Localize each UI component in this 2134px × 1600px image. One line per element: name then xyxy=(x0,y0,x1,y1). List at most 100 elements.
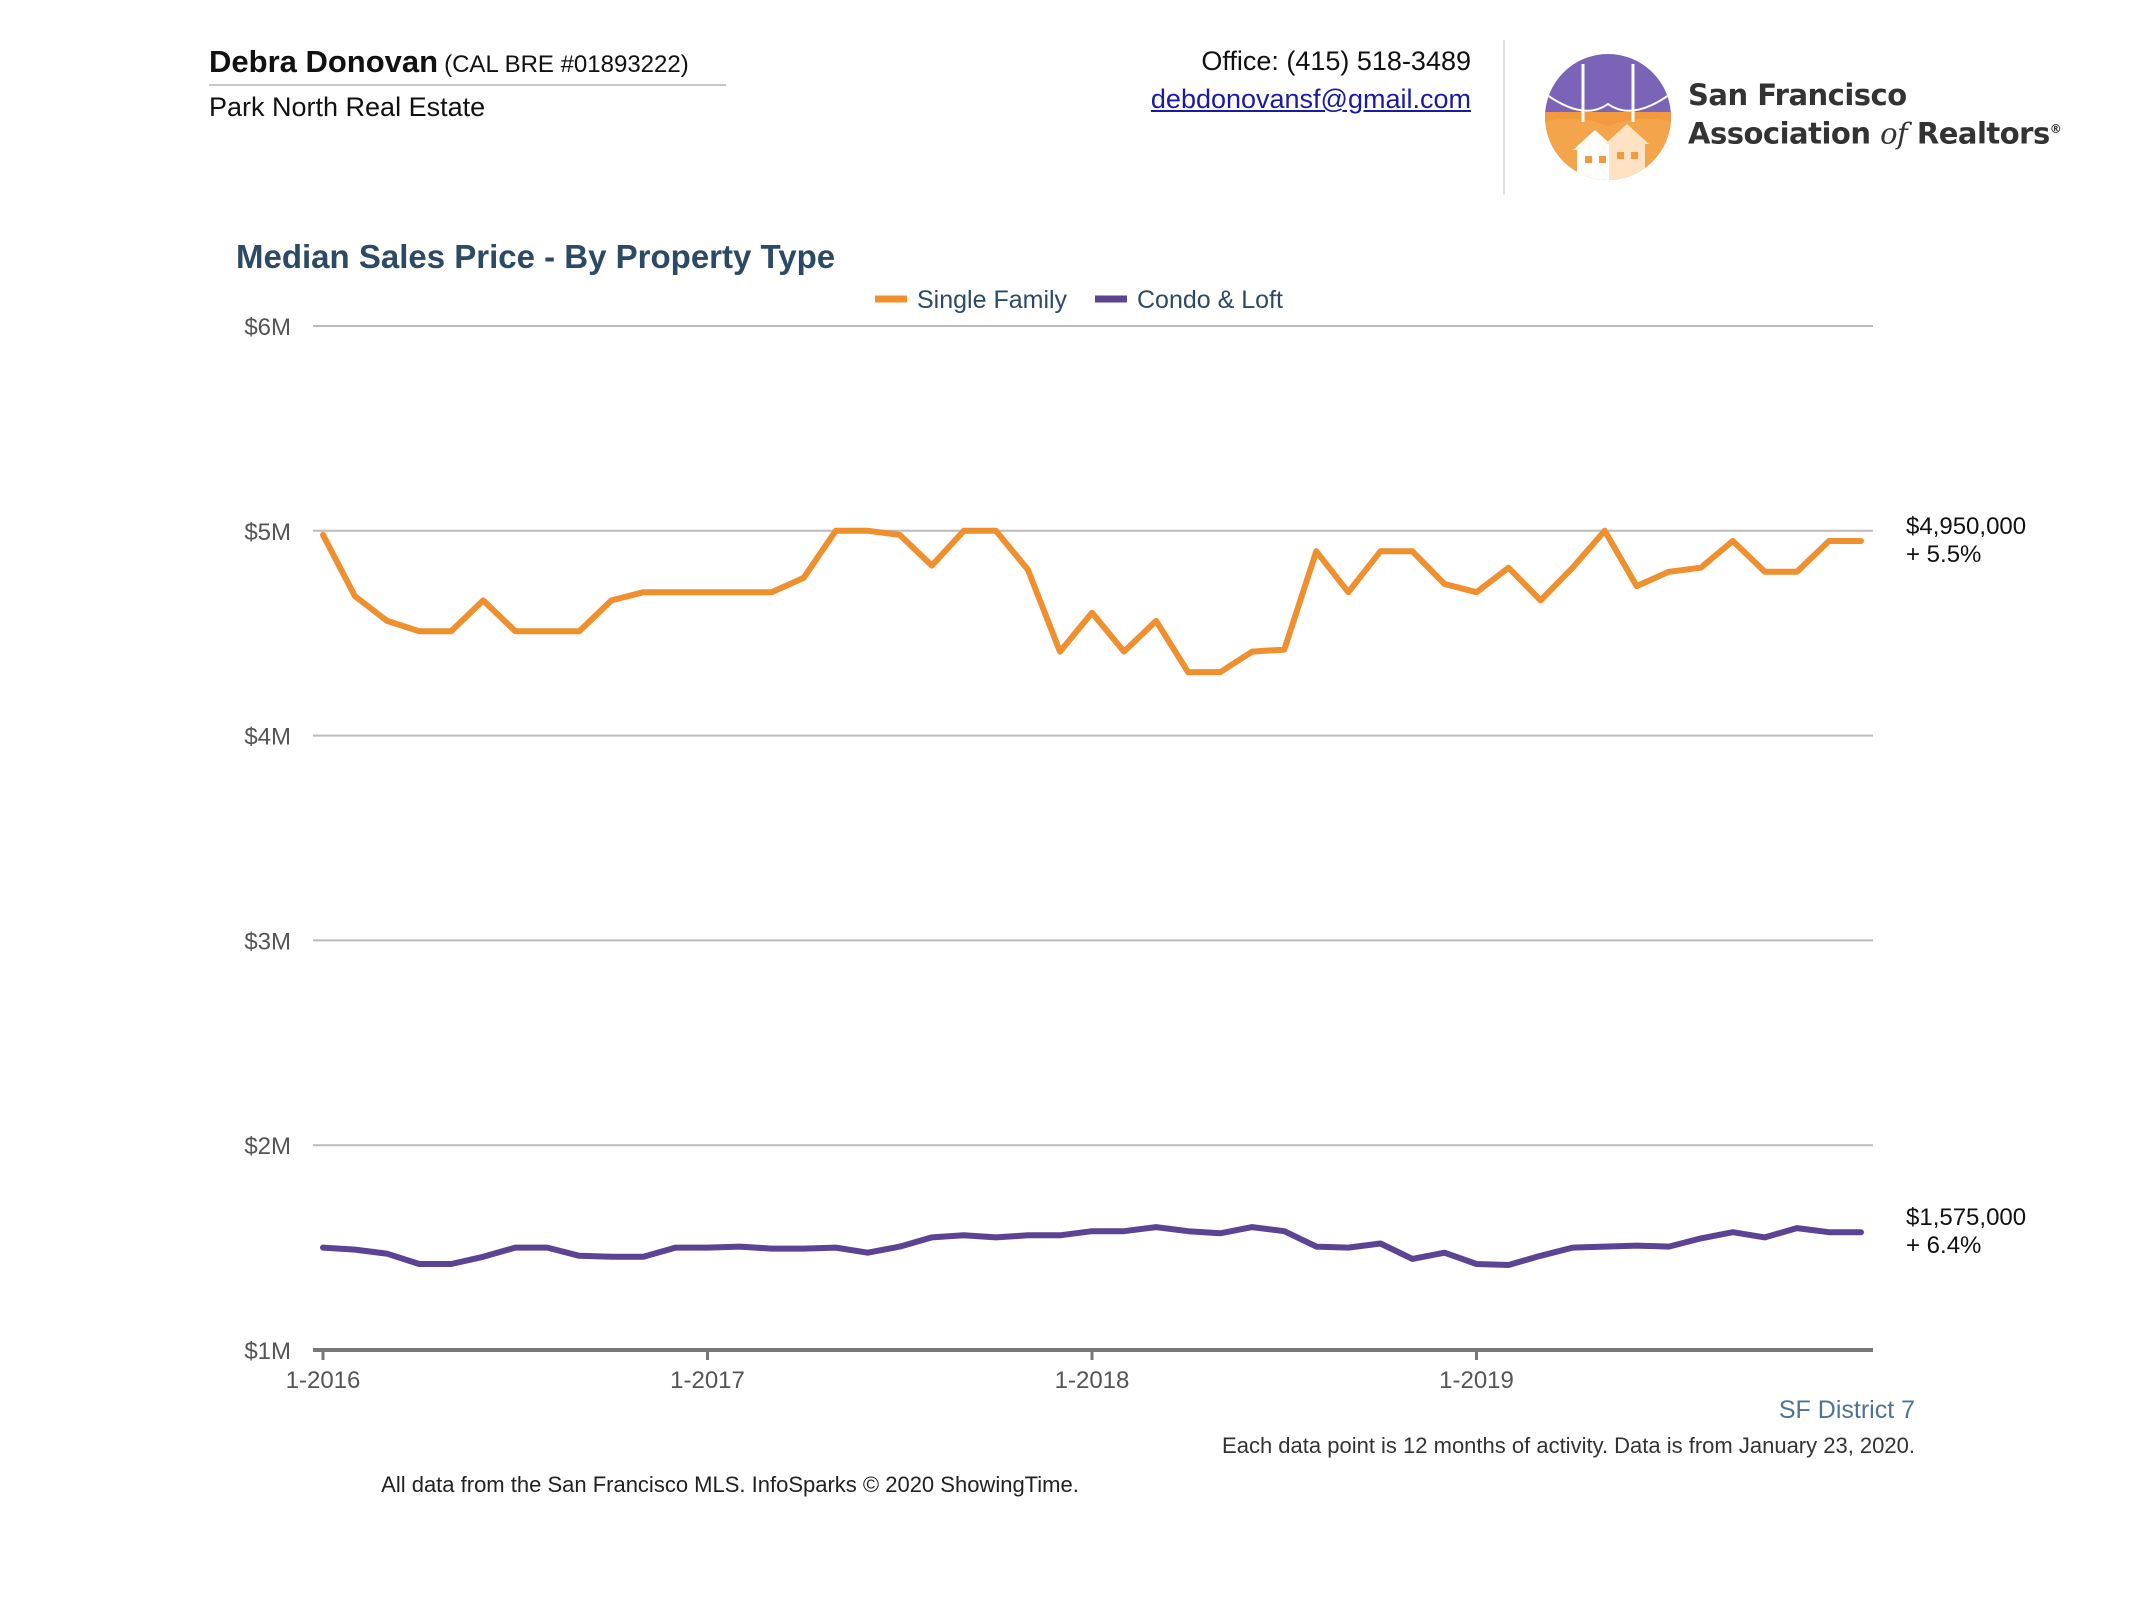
data-point xyxy=(1313,1244,1319,1250)
data-point xyxy=(929,1234,935,1240)
data-point xyxy=(480,1254,486,1260)
logo-line-2: Association of Realtors® xyxy=(1688,116,2062,151)
data-point xyxy=(384,618,390,624)
data-point xyxy=(801,575,807,581)
data-point xyxy=(1153,1224,1159,1230)
data-point xyxy=(640,1254,646,1260)
association-logo-text: San Francisco Association of Realtors® xyxy=(1688,78,2062,151)
y-tick-label: $5M xyxy=(244,519,291,546)
data-note: Each data point is 12 months of activity… xyxy=(1222,1433,1915,1458)
data-point xyxy=(1025,1232,1031,1238)
x-tick-label: 1-2019 xyxy=(1439,1367,1514,1394)
data-point xyxy=(1281,647,1287,653)
data-point xyxy=(1281,1228,1287,1234)
series-change-label: + 5.5% xyxy=(1906,541,1981,568)
data-point xyxy=(544,1245,550,1251)
data-point xyxy=(1185,1228,1191,1234)
series-change-label: + 6.4% xyxy=(1906,1232,1981,1259)
legend-label: Single Family xyxy=(917,286,1068,314)
y-tick-label: $4M xyxy=(244,724,291,751)
data-point xyxy=(384,1251,390,1257)
data-point xyxy=(705,589,710,595)
y-tick-label: $3M xyxy=(244,928,291,955)
series-line-single-family xyxy=(320,527,1864,676)
data-point xyxy=(1602,528,1608,534)
header-underline xyxy=(209,84,726,86)
data-point xyxy=(320,532,326,538)
data-point xyxy=(544,628,550,634)
data-point xyxy=(1377,1241,1383,1247)
data-point xyxy=(1506,565,1512,571)
chart-title: Median Sales Price - By Property Type xyxy=(236,238,836,275)
data-point xyxy=(1153,618,1159,624)
data-point xyxy=(961,1232,967,1238)
data-point xyxy=(1409,548,1415,554)
data-point xyxy=(1441,581,1447,587)
data-point xyxy=(352,593,358,599)
logo-line-1: San Francisco xyxy=(1688,78,1907,112)
data-point xyxy=(1666,569,1672,575)
data-point xyxy=(1121,1228,1127,1234)
data-point xyxy=(961,528,967,534)
data-point xyxy=(769,1246,775,1252)
data-point xyxy=(1762,1234,1768,1240)
data-point xyxy=(1057,649,1063,655)
data-point xyxy=(1474,589,1479,595)
data-point xyxy=(833,528,839,534)
x-tick-label: 1-2017 xyxy=(670,1367,745,1394)
data-point xyxy=(448,628,454,634)
data-point xyxy=(1441,1250,1447,1256)
data-point xyxy=(608,1254,614,1260)
data-point xyxy=(672,589,678,595)
data-point xyxy=(1570,565,1576,571)
data-point xyxy=(1538,1253,1544,1259)
data-point xyxy=(1794,569,1800,575)
data-point xyxy=(1089,1228,1095,1234)
data-point xyxy=(1538,597,1544,603)
y-tick-label: $1M xyxy=(244,1338,291,1365)
data-point xyxy=(1602,1244,1608,1250)
data-point xyxy=(352,1247,358,1253)
data-point xyxy=(640,589,646,595)
data-point xyxy=(865,1250,871,1256)
data-point xyxy=(1666,1244,1672,1250)
data-point xyxy=(897,1244,903,1250)
office-phone: Office: (415) 518-3489 xyxy=(1201,46,1471,76)
data-point xyxy=(1057,1232,1063,1238)
data-point xyxy=(1025,567,1031,573)
data-point xyxy=(833,1245,839,1251)
data-point xyxy=(1506,1262,1512,1268)
footer-source-note: All data from the San Francisco MLS. Inf… xyxy=(381,1472,1079,1497)
data-point xyxy=(1794,1225,1800,1231)
data-point xyxy=(1698,1235,1704,1241)
data-point xyxy=(865,528,871,534)
region-label: SF District 7 xyxy=(1778,1396,1915,1424)
data-point xyxy=(448,1261,454,1267)
data-point xyxy=(1249,649,1255,655)
data-point xyxy=(416,628,422,634)
y-tick-label: $2M xyxy=(244,1133,291,1160)
data-point xyxy=(512,628,518,634)
data-point xyxy=(1345,589,1351,595)
legend-label: Condo & Loft xyxy=(1137,286,1283,314)
x-tick-label: 1-2016 xyxy=(286,1367,361,1394)
data-point xyxy=(737,589,743,595)
data-point xyxy=(705,1245,710,1251)
data-point xyxy=(1474,1261,1479,1267)
data-point xyxy=(1698,565,1704,571)
data-point xyxy=(1249,1224,1255,1230)
data-point xyxy=(929,563,935,569)
data-point xyxy=(1826,538,1832,544)
data-point xyxy=(1570,1245,1576,1251)
series-end-value-label: $4,950,000 xyxy=(1906,513,2026,540)
data-point xyxy=(672,1245,678,1251)
data-point xyxy=(1634,1243,1640,1249)
email-link[interactable]: debdonovansf@gmail.com xyxy=(1150,84,1471,114)
x-tick-label: 1-2018 xyxy=(1055,1367,1130,1394)
data-point xyxy=(1762,569,1768,575)
data-point xyxy=(1377,548,1383,554)
data-point xyxy=(1185,669,1191,675)
agent-company: Park North Real Estate xyxy=(209,92,486,122)
data-point xyxy=(1634,583,1640,589)
